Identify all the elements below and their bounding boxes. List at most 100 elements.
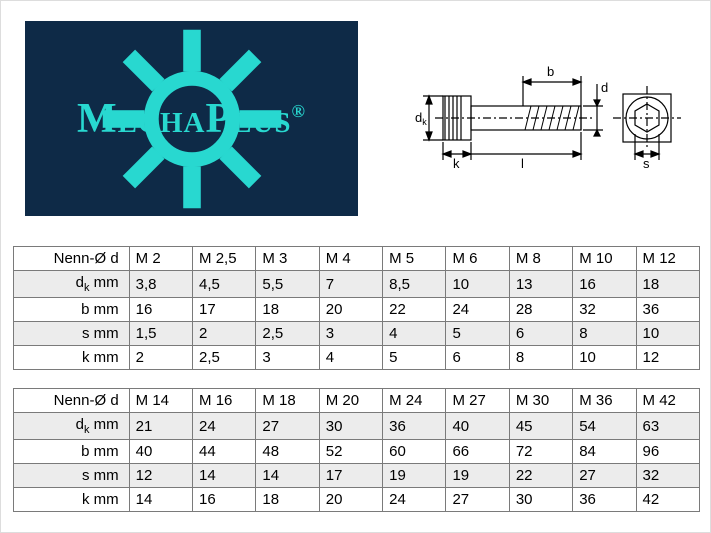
col-header: M 2 <box>129 247 192 271</box>
value-cell: 21 <box>129 413 192 440</box>
row-label: k mm <box>14 488 130 512</box>
screw-diagram: dk k l b d s <box>405 56 690 176</box>
row-label: dk mm <box>14 271 130 298</box>
value-cell: 2,5 <box>256 322 319 346</box>
value-cell: 10 <box>573 346 636 370</box>
value-cell: 19 <box>446 464 509 488</box>
registered-mark: ® <box>292 101 306 121</box>
dim-label-l: l <box>521 156 524 171</box>
col-header: M 42 <box>636 389 699 413</box>
value-cell: 5,5 <box>256 271 319 298</box>
col-header: M 8 <box>509 247 572 271</box>
value-cell: 6 <box>446 346 509 370</box>
value-cell: 16 <box>193 488 256 512</box>
dim-label-k: k <box>453 156 460 171</box>
value-cell: 19 <box>383 464 446 488</box>
value-cell: 18 <box>636 271 699 298</box>
value-cell: 2,5 <box>193 346 256 370</box>
value-cell: 84 <box>573 440 636 464</box>
value-cell: 17 <box>193 298 256 322</box>
col-header: M 10 <box>573 247 636 271</box>
value-cell: 40 <box>446 413 509 440</box>
value-cell: 36 <box>573 488 636 512</box>
value-cell: 32 <box>636 464 699 488</box>
col-header: M 14 <box>129 389 192 413</box>
brand-wordmark: MechaPlus® <box>77 95 306 143</box>
value-cell: 18 <box>256 488 319 512</box>
col-header: M 36 <box>573 389 636 413</box>
col-header: M 12 <box>636 247 699 271</box>
col-header: M 5 <box>383 247 446 271</box>
value-cell: 12 <box>129 464 192 488</box>
value-cell: 44 <box>193 440 256 464</box>
value-cell: 13 <box>509 271 572 298</box>
value-cell: 60 <box>383 440 446 464</box>
value-cell: 14 <box>193 464 256 488</box>
spec-table-2: Nenn-Ø dM 14M 16M 18M 20M 24M 27M 30M 36… <box>13 388 700 512</box>
value-cell: 2 <box>129 346 192 370</box>
brand-logo-panel: MechaPlus® <box>25 21 358 216</box>
value-cell: 32 <box>573 298 636 322</box>
value-cell: 5 <box>383 346 446 370</box>
value-cell: 30 <box>319 413 382 440</box>
value-cell: 17 <box>319 464 382 488</box>
value-cell: 1,5 <box>129 322 192 346</box>
row-label: s mm <box>14 322 130 346</box>
value-cell: 10 <box>446 271 509 298</box>
value-cell: 45 <box>509 413 572 440</box>
value-cell: 27 <box>256 413 319 440</box>
dim-label-dk: dk <box>415 110 427 127</box>
value-cell: 36 <box>383 413 446 440</box>
col-header: M 6 <box>446 247 509 271</box>
col-header: M 18 <box>256 389 319 413</box>
value-cell: 14 <box>129 488 192 512</box>
value-cell: 42 <box>636 488 699 512</box>
col-header: M 4 <box>319 247 382 271</box>
value-cell: 27 <box>573 464 636 488</box>
row-label: dk mm <box>14 413 130 440</box>
value-cell: 96 <box>636 440 699 464</box>
value-cell: 63 <box>636 413 699 440</box>
brand-name: MechaPlus <box>77 96 292 142</box>
value-cell: 3 <box>256 346 319 370</box>
value-cell: 16 <box>573 271 636 298</box>
value-cell: 72 <box>509 440 572 464</box>
col-header: M 27 <box>446 389 509 413</box>
col-header: M 3 <box>256 247 319 271</box>
value-cell: 14 <box>256 464 319 488</box>
value-cell: 16 <box>129 298 192 322</box>
value-cell: 3,8 <box>129 271 192 298</box>
value-cell: 2 <box>193 322 256 346</box>
value-cell: 10 <box>636 322 699 346</box>
value-cell: 12 <box>636 346 699 370</box>
value-cell: 18 <box>256 298 319 322</box>
value-cell: 3 <box>319 322 382 346</box>
value-cell: 22 <box>509 464 572 488</box>
value-cell: 48 <box>256 440 319 464</box>
value-cell: 4 <box>383 322 446 346</box>
row-label-header: Nenn-Ø d <box>14 247 130 271</box>
value-cell: 40 <box>129 440 192 464</box>
col-header: M 20 <box>319 389 382 413</box>
value-cell: 8,5 <box>383 271 446 298</box>
value-cell: 4,5 <box>193 271 256 298</box>
value-cell: 6 <box>509 322 572 346</box>
col-header: M 24 <box>383 389 446 413</box>
dim-label-s: s <box>643 156 650 171</box>
value-cell: 7 <box>319 271 382 298</box>
value-cell: 20 <box>319 488 382 512</box>
value-cell: 20 <box>319 298 382 322</box>
value-cell: 28 <box>509 298 572 322</box>
value-cell: 54 <box>573 413 636 440</box>
value-cell: 4 <box>319 346 382 370</box>
row-label: b mm <box>14 440 130 464</box>
dim-label-b: b <box>547 64 554 79</box>
value-cell: 5 <box>446 322 509 346</box>
value-cell: 8 <box>573 322 636 346</box>
col-header: M 30 <box>509 389 572 413</box>
spec-table-1: Nenn-Ø dM 2M 2,5M 3M 4M 5M 6M 8M 10M 12d… <box>13 246 700 370</box>
value-cell: 24 <box>193 413 256 440</box>
spec-tables: Nenn-Ø dM 2M 2,5M 3M 4M 5M 6M 8M 10M 12d… <box>13 246 700 530</box>
dim-label-d: d <box>601 80 608 95</box>
row-label: b mm <box>14 298 130 322</box>
